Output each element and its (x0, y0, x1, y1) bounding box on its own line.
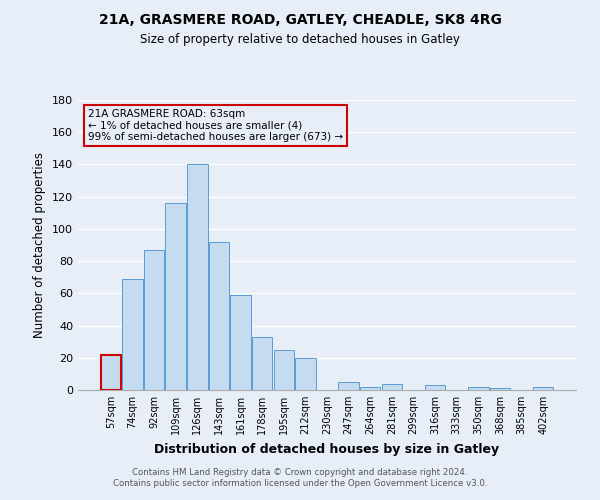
Bar (122, 279, 143, 390)
Bar (187, 164, 208, 390)
Bar (468, 387, 488, 390)
Y-axis label: Number of detached properties: Number of detached properties (34, 152, 46, 338)
X-axis label: Distribution of detached houses by size in Gatley: Distribution of detached houses by size … (154, 442, 500, 456)
Bar (274, 350, 294, 390)
Bar (382, 384, 402, 390)
Bar (360, 387, 380, 390)
Bar (490, 388, 510, 390)
Bar (533, 387, 553, 390)
Bar (209, 242, 229, 390)
Bar (338, 382, 359, 390)
Bar (144, 250, 164, 390)
Text: 21A GRASMERE ROAD: 63sqm
← 1% of detached houses are smaller (4)
99% of semi-det: 21A GRASMERE ROAD: 63sqm ← 1% of detache… (88, 108, 343, 142)
Bar (252, 337, 272, 390)
Bar (295, 358, 316, 390)
Text: Size of property relative to detached houses in Gatley: Size of property relative to detached ho… (140, 32, 460, 46)
Bar (101, 354, 121, 390)
Bar (425, 385, 445, 390)
Bar (230, 295, 251, 390)
Bar (166, 203, 186, 390)
Text: Contains HM Land Registry data © Crown copyright and database right 2024.
Contai: Contains HM Land Registry data © Crown c… (113, 468, 487, 487)
Text: 21A, GRASMERE ROAD, GATLEY, CHEADLE, SK8 4RG: 21A, GRASMERE ROAD, GATLEY, CHEADLE, SK8… (98, 12, 502, 26)
